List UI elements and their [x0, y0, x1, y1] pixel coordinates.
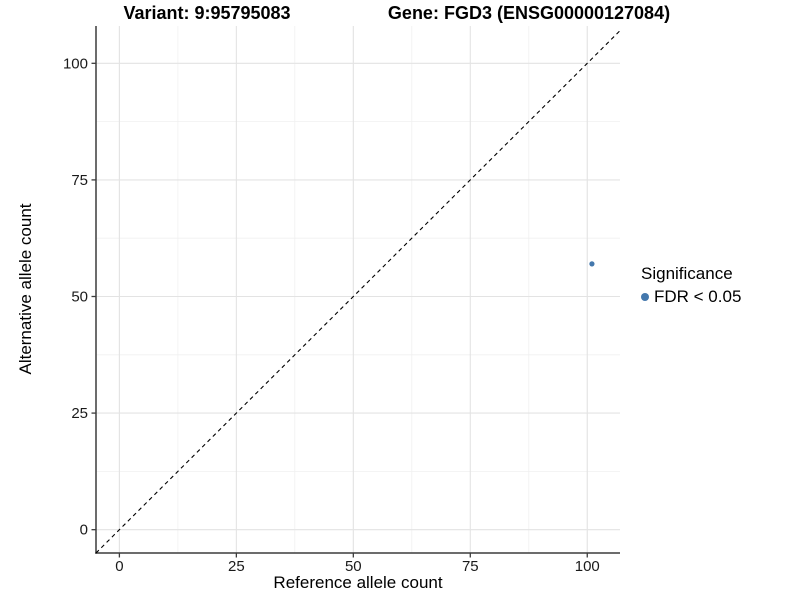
legend-title: Significance — [641, 264, 733, 283]
gene-title: Gene: FGD3 (ENSG00000127084) — [387, 3, 671, 23]
legend-point-icon — [641, 293, 649, 301]
x-axis-label: Reference allele count — [273, 573, 443, 592]
y-axis-label: Alternative allele count — [16, 203, 35, 375]
legend-entry-label: FDR < 0.05 — [654, 287, 742, 306]
x-tick-label: 50 — [345, 558, 362, 575]
y-tick-label: 25 — [71, 405, 88, 422]
y-tick-label: 0 — [80, 522, 88, 539]
data-point — [589, 261, 595, 267]
legend: Significance FDR < 0.05 — [641, 264, 741, 307]
x-tick-label: 100 — [575, 558, 600, 575]
legend-entry: FDR < 0.05 — [641, 287, 741, 307]
y-tick-label: 75 — [71, 172, 88, 189]
x-tick-label: 0 — [115, 558, 123, 575]
variant-title: Variant: 9:95795083 — [123, 3, 291, 23]
x-tick-label: 75 — [462, 558, 479, 575]
x-tick-label: 25 — [228, 558, 245, 575]
y-tick-label: 100 — [63, 55, 88, 72]
y-tick-label: 50 — [71, 288, 88, 305]
identity-reference-line — [95, 30, 621, 554]
